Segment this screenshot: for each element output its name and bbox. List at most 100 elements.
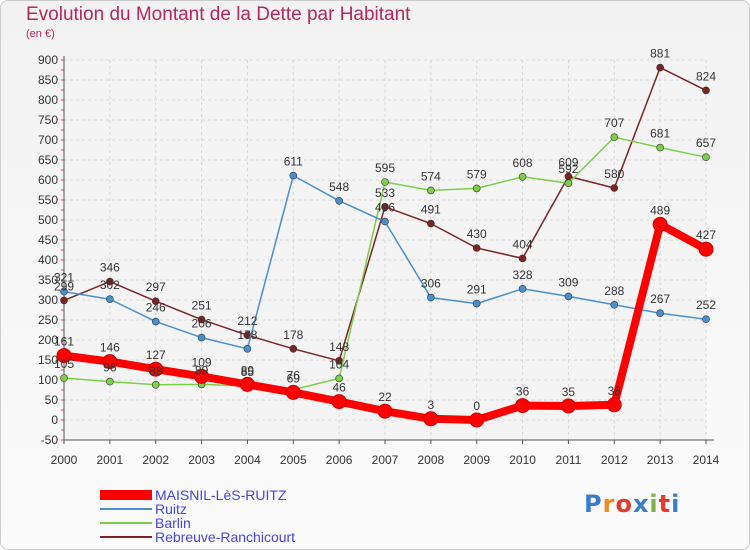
data-label: 105 bbox=[54, 357, 74, 371]
data-label: 96 bbox=[103, 361, 117, 375]
data-point bbox=[423, 411, 439, 427]
data-label: 69 bbox=[287, 371, 301, 385]
data-label: 252 bbox=[696, 298, 716, 312]
data-point bbox=[56, 348, 72, 364]
legend-swatch bbox=[100, 490, 152, 500]
x-tick-label: 2007 bbox=[372, 453, 399, 467]
y-tick-label: 600 bbox=[38, 173, 58, 187]
data-label: 76 bbox=[287, 369, 301, 383]
x-tick-label: 2008 bbox=[418, 453, 445, 467]
y-tick-label: 500 bbox=[38, 213, 58, 227]
y-tick-label: 150 bbox=[38, 353, 58, 367]
data-label: 148 bbox=[329, 340, 349, 354]
data-point bbox=[469, 412, 485, 428]
data-point bbox=[652, 216, 668, 232]
data-point bbox=[518, 284, 527, 293]
data-label: 496 bbox=[375, 201, 395, 215]
legend-swatch bbox=[100, 522, 152, 524]
data-point bbox=[564, 179, 573, 187]
data-label: 609 bbox=[558, 155, 578, 169]
data-label: 430 bbox=[467, 227, 487, 241]
data-label: 306 bbox=[421, 277, 441, 291]
data-point bbox=[610, 133, 619, 141]
data-label: 38 bbox=[608, 384, 622, 398]
data-label: 267 bbox=[650, 292, 670, 306]
data-label: 3 bbox=[428, 398, 435, 412]
data-point bbox=[60, 374, 68, 382]
data-point bbox=[331, 394, 347, 410]
data-point bbox=[335, 197, 343, 205]
data-point bbox=[106, 277, 114, 286]
plot-area bbox=[64, 60, 706, 440]
data-label: 0 bbox=[473, 399, 480, 413]
data-label: 146 bbox=[100, 341, 120, 355]
data-label: 127 bbox=[146, 348, 166, 362]
y-tick-label: -50 bbox=[41, 433, 59, 447]
data-label: 302 bbox=[100, 278, 120, 292]
data-point bbox=[560, 398, 576, 414]
data-label: 611 bbox=[284, 155, 303, 169]
data-point bbox=[656, 143, 664, 152]
legend-label: Ruitz bbox=[155, 501, 187, 517]
data-point bbox=[381, 203, 389, 211]
y-tick-label: 400 bbox=[38, 253, 58, 267]
data-point bbox=[656, 63, 664, 72]
data-point bbox=[381, 178, 389, 186]
chart-unit: (en €) bbox=[26, 28, 55, 40]
data-label: 88 bbox=[149, 364, 163, 378]
data-label: 489 bbox=[650, 203, 670, 217]
y-tick-label: 250 bbox=[38, 313, 58, 327]
data-label: 161 bbox=[54, 335, 74, 349]
legend-label: Rebreuve-Ranchicourt bbox=[155, 529, 296, 545]
data-point bbox=[285, 384, 301, 400]
data-label: 346 bbox=[100, 261, 120, 275]
data-label: 89 bbox=[241, 363, 255, 377]
data-label: 309 bbox=[558, 275, 578, 289]
data-label: 299 bbox=[54, 279, 74, 293]
data-label: 533 bbox=[375, 186, 395, 200]
data-label: 89 bbox=[195, 363, 209, 377]
data-label: 491 bbox=[421, 203, 441, 217]
data-point bbox=[518, 254, 527, 263]
y-tick-label: 650 bbox=[38, 153, 58, 167]
data-label: 109 bbox=[192, 355, 212, 369]
data-point bbox=[702, 153, 710, 161]
y-tick-label: 0 bbox=[51, 413, 58, 427]
data-point bbox=[289, 171, 298, 180]
data-label: 595 bbox=[375, 161, 395, 175]
legend-label: MAISNIL-LèS-RUITZ bbox=[155, 487, 287, 503]
data-label: 36 bbox=[516, 385, 530, 399]
data-point bbox=[151, 380, 160, 389]
data-point bbox=[472, 299, 481, 308]
data-point bbox=[377, 403, 393, 419]
x-tick-label: 2011 bbox=[556, 453, 582, 467]
data-label: 178 bbox=[283, 328, 303, 342]
data-label: 580 bbox=[604, 167, 624, 181]
data-point bbox=[381, 217, 389, 226]
y-tick-label: 700 bbox=[38, 133, 58, 147]
y-tick-label: 850 bbox=[38, 73, 58, 87]
data-point bbox=[60, 287, 68, 296]
data-point bbox=[243, 344, 252, 353]
y-tick-label: 800 bbox=[38, 93, 58, 107]
data-label: 574 bbox=[421, 169, 441, 183]
data-point bbox=[148, 361, 164, 377]
data-point bbox=[106, 377, 114, 386]
data-point bbox=[518, 173, 527, 181]
data-point bbox=[702, 86, 710, 95]
y-tick-label: 550 bbox=[38, 193, 58, 207]
data-point bbox=[610, 184, 619, 192]
data-label: 328 bbox=[513, 268, 533, 282]
data-point bbox=[515, 398, 531, 414]
data-point bbox=[702, 315, 710, 324]
data-label: 246 bbox=[146, 301, 166, 315]
data-point bbox=[197, 333, 206, 342]
data-point bbox=[656, 309, 664, 318]
x-tick-label: 2013 bbox=[647, 453, 674, 467]
data-label: 881 bbox=[650, 47, 670, 61]
data-point bbox=[427, 186, 435, 195]
data-point bbox=[472, 244, 481, 252]
x-tick-label: 2000 bbox=[51, 453, 78, 467]
x-tick-label: 2010 bbox=[509, 453, 536, 467]
